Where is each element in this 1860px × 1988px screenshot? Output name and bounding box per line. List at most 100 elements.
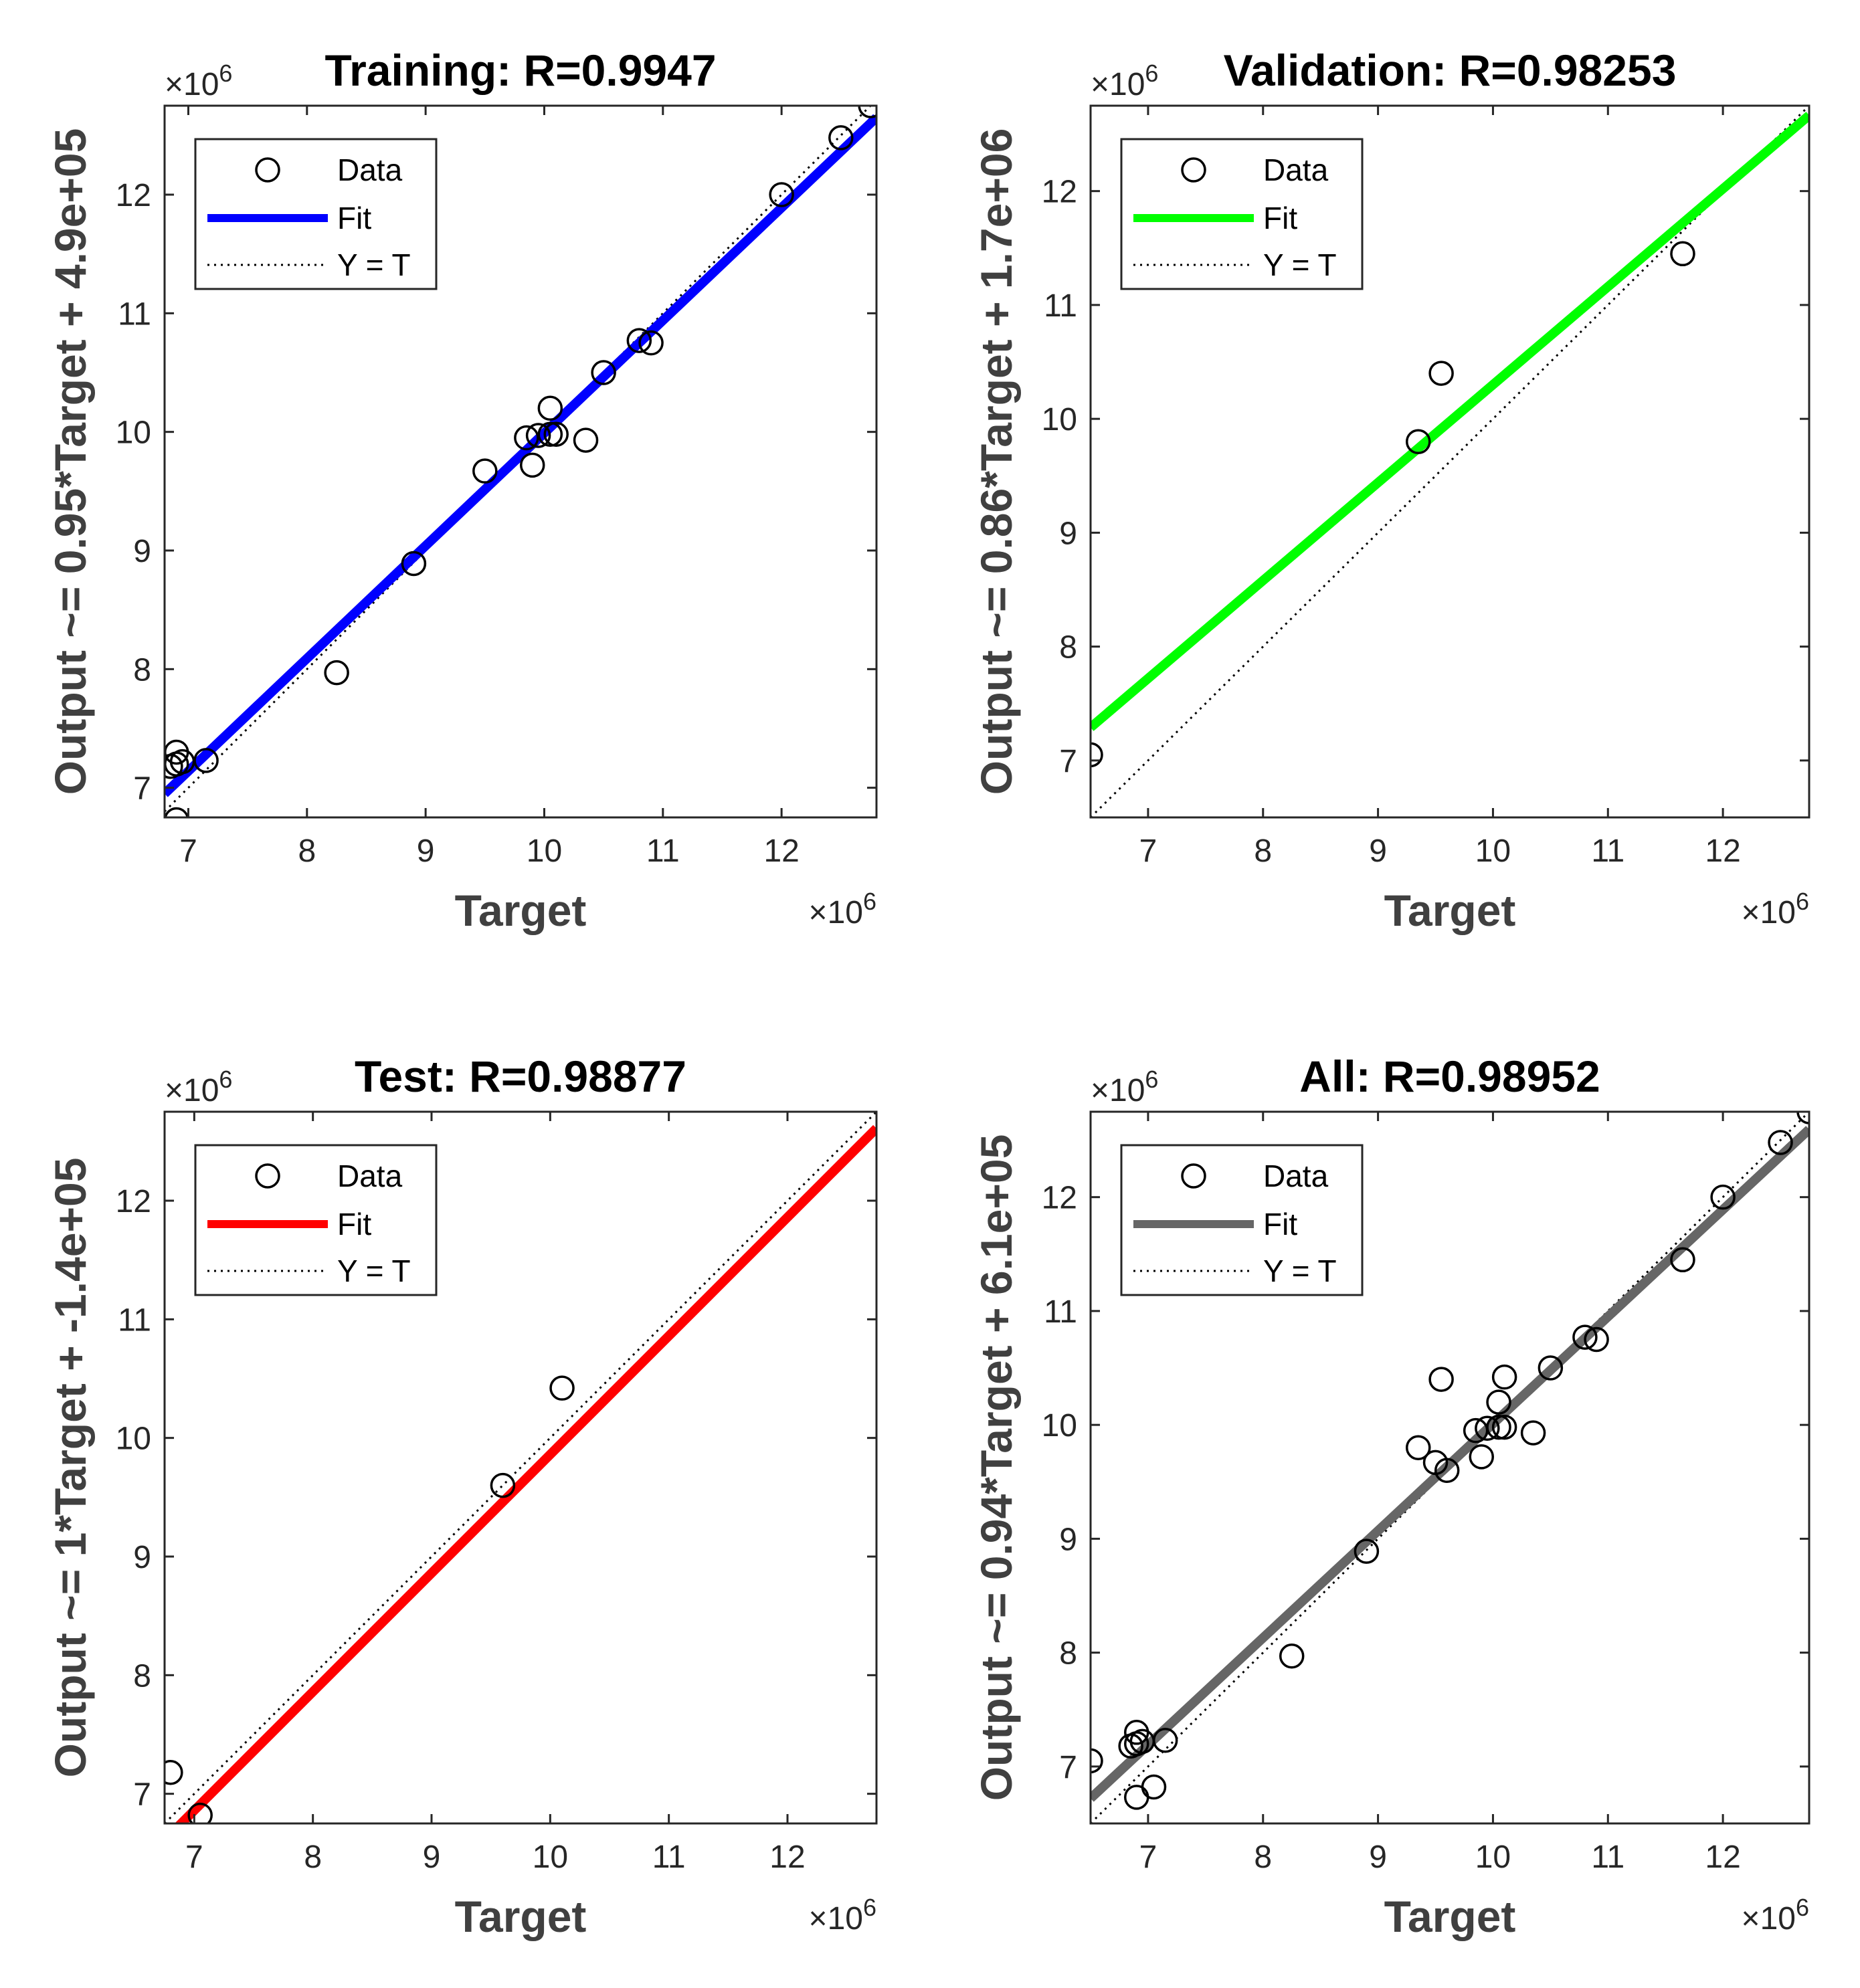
y-tick-label: 9 <box>1059 1522 1077 1557</box>
data-point-8 <box>1152 1727 1178 1753</box>
axes-frame <box>163 1110 878 1825</box>
legend-label-2: Fit <box>337 1207 371 1241</box>
y-tick-label: 8 <box>133 652 151 688</box>
data-point-15 <box>543 421 569 447</box>
data-point-4 <box>549 1375 575 1401</box>
y-tick-label: 8 <box>1059 1636 1077 1672</box>
legend-data-marker <box>255 1163 280 1189</box>
y-tick-label: 9 <box>133 1540 151 1575</box>
data-point-1 <box>1091 1748 1103 1774</box>
fit-line <box>174 1124 876 1823</box>
fit-line <box>165 114 876 797</box>
data-point-6 <box>193 748 219 773</box>
data-point-1 <box>165 1760 183 1785</box>
y-tick-label: 10 <box>116 415 151 451</box>
data-point-10 <box>1354 1538 1380 1564</box>
axes-frame <box>163 104 878 819</box>
data-point-18 <box>626 328 652 353</box>
x-tick-label: 8 <box>304 1840 322 1875</box>
x-tick-label: 11 <box>1591 833 1624 869</box>
data-point-7 <box>1141 1774 1167 1800</box>
x-axis-label: Target <box>455 1892 587 1941</box>
y-tick-label: 11 <box>1044 288 1077 324</box>
y-tick-label: 11 <box>1044 1294 1077 1330</box>
x-tick-label: 11 <box>1591 1840 1624 1875</box>
data-point-25 <box>1584 1326 1609 1353</box>
data-point-5 <box>165 807 189 817</box>
data-point-18 <box>1486 1414 1511 1440</box>
y-tick-label: 7 <box>133 771 151 807</box>
data-point-27 <box>1710 1184 1736 1210</box>
data-point-22 <box>858 106 876 118</box>
legend-data-marker <box>255 157 280 183</box>
fit-line <box>1091 112 1809 731</box>
data-point-14 <box>537 395 563 421</box>
y-tick-label: 10 <box>1042 1408 1077 1444</box>
data-point-7 <box>324 660 349 686</box>
y-exponent-label: ×106 <box>165 1066 232 1108</box>
x-tick-label: 12 <box>769 1840 805 1875</box>
data-point-17 <box>1475 1415 1500 1442</box>
y-exponent-label: ×106 <box>165 60 232 102</box>
y-axis-label: Output ~= 0.95*Target + 4.9e+05 <box>45 128 95 795</box>
legend-label-1: Data <box>337 153 403 187</box>
y-tick-label: 8 <box>133 1658 151 1694</box>
data-point-23 <box>1538 1355 1564 1381</box>
legend: Data Fit Y = T <box>1120 138 1364 290</box>
legend: Data Fit Y = T <box>194 1144 438 1296</box>
x-exponent-label: ×106 <box>809 1894 876 1936</box>
x-exponent-label: ×106 <box>1742 888 1809 930</box>
data-point-17 <box>591 360 616 385</box>
x-tick-label: 11 <box>652 1840 686 1875</box>
x-tick-label: 11 <box>646 833 680 869</box>
y-tick-label: 10 <box>116 1421 151 1457</box>
data-point-9 <box>472 458 498 484</box>
legend-label-1: Data <box>1263 153 1329 187</box>
data-point-28 <box>1768 1130 1793 1155</box>
data-point-20 <box>1491 1414 1517 1440</box>
y-exponent-label: ×106 <box>1091 60 1158 102</box>
legend-label-2: Fit <box>337 201 371 235</box>
chart-title: Training: R=0.9947 <box>324 45 716 95</box>
data-point-19 <box>638 330 664 356</box>
data-point-12 <box>525 423 551 448</box>
data-point-11 <box>1405 1435 1431 1460</box>
y-axis-label: Output ~= 0.86*Target + 1.7e+06 <box>971 128 1021 795</box>
x-tick-label: 7 <box>1139 833 1157 869</box>
y-tick-label: 12 <box>1042 1181 1077 1216</box>
y-tick-label: 9 <box>133 534 151 569</box>
data-point-3 <box>490 1472 516 1498</box>
x-tick-label: 12 <box>763 833 799 869</box>
x-tick-label: 9 <box>423 1840 441 1875</box>
y-tick-label: 12 <box>1042 175 1077 210</box>
data-point-14 <box>1434 1458 1460 1484</box>
data-point-9 <box>1279 1643 1305 1669</box>
x-tick-label: 12 <box>1705 833 1740 869</box>
x-tick-label: 8 <box>1254 1840 1272 1875</box>
y-tick-label: 11 <box>118 1302 151 1338</box>
legend: Data Fit Y = T <box>194 138 438 290</box>
legend: Data Fit Y = T <box>1120 1144 1364 1296</box>
y-tick-label: 9 <box>1059 516 1077 551</box>
data-point-21 <box>1491 1364 1517 1390</box>
x-tick-label: 9 <box>1369 833 1387 869</box>
data-point-8 <box>401 551 427 577</box>
fit-line <box>1091 1126 1809 1802</box>
x-axis-label: Target <box>455 886 587 935</box>
data-point-19 <box>1486 1389 1511 1415</box>
y-tick-label: 7 <box>133 1777 151 1813</box>
data-point-20 <box>769 182 794 207</box>
legend-data-marker <box>1181 1163 1206 1189</box>
data-point-22 <box>1520 1420 1546 1446</box>
x-tick-label: 7 <box>179 833 197 869</box>
x-exponent-label: ×106 <box>809 888 876 930</box>
x-exponent-label: ×106 <box>1742 1894 1809 1936</box>
legend-label-3: Y = T <box>337 1254 411 1288</box>
x-tick-label: 10 <box>1475 1840 1511 1875</box>
x-tick-label: 9 <box>1369 1840 1387 1875</box>
x-tick-label: 10 <box>533 1840 568 1875</box>
y-axis-label: Output ~= 0.94*Target + 6.1e+05 <box>971 1134 1021 1801</box>
